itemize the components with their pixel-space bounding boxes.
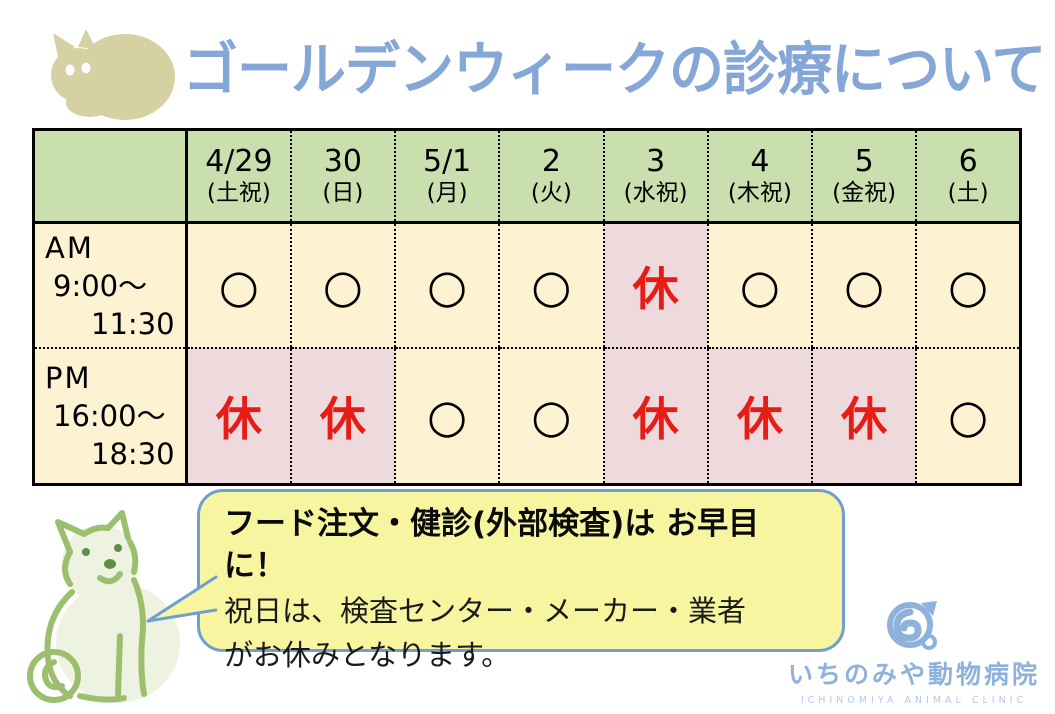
notice-headline: フード注文・健診(外部検査)は お早目に！ [224,506,760,584]
bubble-tail [146,575,218,623]
schedule-cell: ○ [498,222,604,349]
am-row-label: AM 9:00〜 11:30 [33,222,187,349]
column-header: 4 (木祝) [706,129,812,224]
page-title: ゴールデンウィークの診療について [183,35,1046,103]
schedule-cell: 休 [810,348,917,485]
clinic-name-jp: いちのみや動物病院 [787,660,1040,689]
pm-row-label: PM 16:00〜 18:30 [33,348,187,485]
schedule-cell: ○ [289,222,395,349]
notice-body-line1: 祝日は、検査センター・メーカー・業者 [224,594,747,628]
column-header: 3 (水祝) [602,129,708,224]
schedule-cell: ○ [184,222,291,349]
schedule-cell: ○ [915,222,1021,349]
clinic-name-en: ICHINOMIYA ANIMAL CLINIC [800,695,1028,706]
dog-illustration [27,510,180,703]
schedule-cell: 休 [706,348,812,485]
clinic-logo: いちのみや動物病院 ICHINOMIYA ANIMAL CLINIC [775,600,1053,706]
column-header: 30 (日) [289,129,395,224]
schedule-cell: 休 [602,348,708,485]
column-header: 4/29 (土祝) [184,129,291,224]
corner-cell [33,129,187,224]
column-header: 6 (土) [915,129,1021,224]
schedule-cell: ○ [393,348,500,485]
schedule-cell: ○ [706,222,812,349]
column-header: 5/1 (月) [393,129,500,224]
notice-bubble: フード注文・健診(外部検査)は お早目に！ 祝日は、検査センター・メーカー・業者… [197,489,845,672]
pm-row: PM 16:00〜 18:30 休 休 ○ ○ 休 休 休 ○ [33,348,1021,485]
schedule-cell: 休 [289,348,395,485]
cat-illustration [51,29,175,120]
schedule-cell: ○ [498,348,604,485]
clinic-logo-mark-icon [887,601,937,650]
header-row: 4/29 (土祝) 30 (日) 5/1 (月) 2 (火) 3 (水祝) 4 (木祝) 5… [33,129,1021,224]
schedule-cell: ○ [915,348,1021,485]
column-header: 2 (火) [498,129,604,224]
column-header: 5 (金祝) [810,129,917,224]
schedule-cell: ○ [393,222,500,349]
schedule-table: 4/29 (土祝) 30 (日) 5/1 (月) 2 (火) 3 (水祝) 4 (木祝) 5… [32,128,1022,486]
notice-body-line2: がお休みとなります。 [224,638,511,672]
schedule-cell: 休 [184,348,291,485]
am-row: AM 9:00〜 11:30 ○ ○ ○ ○ 休 ○ ○ ○ [33,222,1021,349]
schedule-cell: 休 [602,222,708,349]
schedule-cell: ○ [810,222,917,349]
